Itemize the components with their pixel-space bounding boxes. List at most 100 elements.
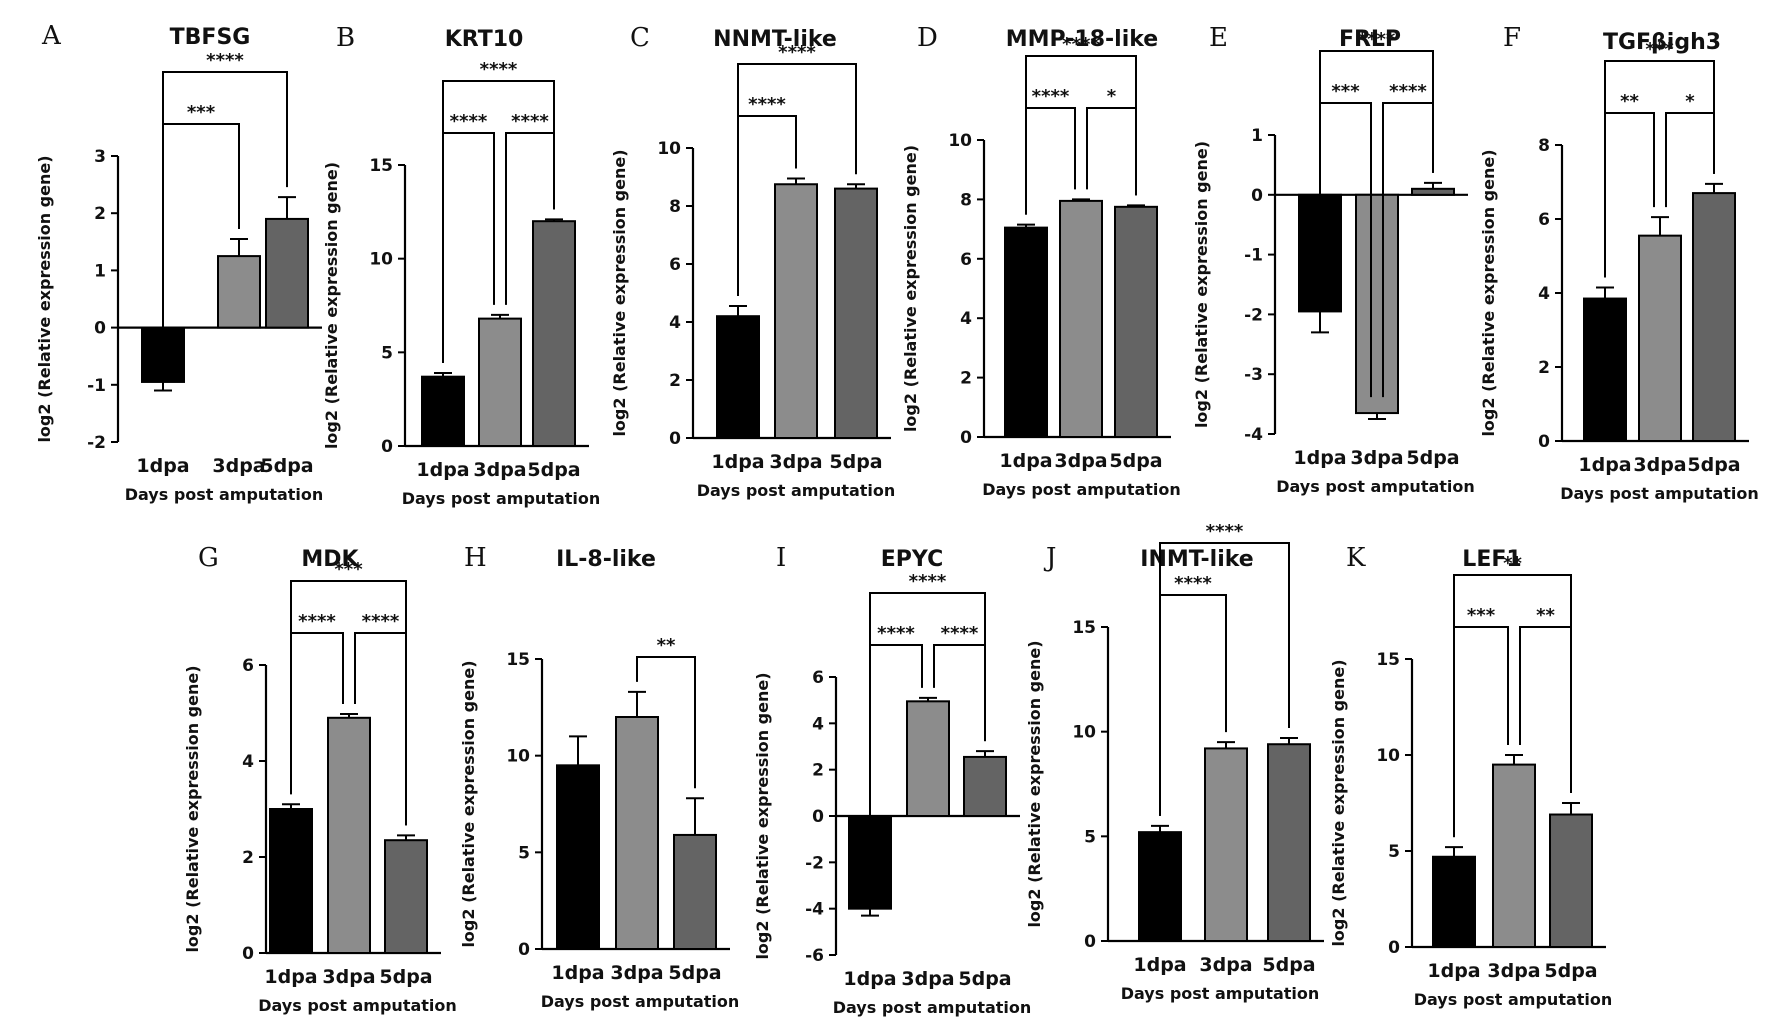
y-axis-title: log2 (Relative expression gene) <box>459 660 478 947</box>
bar-5dpa <box>834 187 878 439</box>
panel-letter: G <box>198 543 219 573</box>
panel-letter: K <box>1346 543 1366 573</box>
y-tick-label: 8 <box>960 190 972 210</box>
x-axis-title: Days post amputation <box>1414 990 1613 1009</box>
x-tick-label: 1dpa <box>711 451 764 473</box>
panel-title: KRT10 <box>445 27 524 52</box>
significance-label: **** <box>298 611 336 632</box>
bar-5dpa <box>1411 187 1455 196</box>
y-axis-title: log2 (Relative expression gene) <box>35 155 54 442</box>
y-tick-label: 10 <box>369 250 393 270</box>
x-tick-label: 3dpa <box>1054 450 1107 472</box>
y-tick-label: 0 <box>381 437 393 457</box>
y-axis-title: log2 (Relative expression gene) <box>1479 149 1498 436</box>
significance-bracket <box>1319 50 1434 281</box>
y-axis-title: log2 (Relative expression gene) <box>610 149 629 436</box>
bar-3dpa <box>1638 234 1682 442</box>
x-axis-title: Days post amputation <box>1560 484 1759 503</box>
y-tick-label: 10 <box>506 747 530 767</box>
y-tick-label: 2 <box>669 371 681 391</box>
significance-label: **** <box>1062 34 1100 55</box>
x-tick-label: 1dpa <box>1293 447 1346 469</box>
x-axis-title: Days post amputation <box>833 998 1032 1017</box>
significance-label: *** <box>334 559 363 580</box>
y-tick-label: 15 <box>506 650 530 670</box>
bar-5dpa <box>963 755 1007 817</box>
y-tick-label: 0 <box>518 940 530 960</box>
bar-1dpa <box>421 375 465 448</box>
panel-letter: A <box>41 21 62 51</box>
bar-5dpa <box>1549 813 1593 949</box>
x-tick-label: 5dpa <box>379 966 432 988</box>
x-tick-label: 1dpa <box>136 455 189 477</box>
y-tick-label: 6 <box>812 668 824 688</box>
x-tick-label: 5dpa <box>260 455 313 477</box>
bar-3dpa <box>906 700 950 818</box>
panel-title: MMP-18-like <box>1006 27 1158 52</box>
panel-letter: I <box>776 543 786 573</box>
y-axis-title: log2 (Relative expression gene) <box>322 162 341 449</box>
y-tick-label: 15 <box>1072 618 1096 638</box>
y-tick-label: 6 <box>960 250 972 270</box>
bar-5dpa <box>673 833 717 951</box>
x-tick-label: 5dpa <box>1687 454 1740 476</box>
y-tick-label: 3 <box>94 147 106 167</box>
x-axis-title: Days post amputation <box>541 992 740 1011</box>
panel-letter: C <box>630 23 650 53</box>
significance-label: ** <box>1536 605 1555 626</box>
significance-label: **** <box>480 59 518 80</box>
y-tick-label: 10 <box>1072 723 1096 743</box>
bar-3dpa <box>1204 747 1248 942</box>
bar-1dpa <box>269 808 313 954</box>
y-tick-label: -3 <box>1244 365 1263 385</box>
x-tick-label: 1dpa <box>264 966 317 988</box>
x-tick-label: 3dpa <box>473 459 526 481</box>
panel-letter: F <box>1503 23 1521 53</box>
panel-b: B KRT10 0 5 10 15 1dpa 3dpa 5dpa Days post amputa… <box>322 23 600 508</box>
y-tick-label: -1 <box>87 376 106 396</box>
panel-title: LEF1 <box>1462 547 1521 572</box>
significance-label: **** <box>778 42 816 63</box>
bar-5dpa <box>532 220 576 447</box>
significance-label: **** <box>877 623 915 644</box>
y-tick-label: -6 <box>805 946 824 966</box>
y-tick-label: 2 <box>94 204 106 224</box>
y-tick-label: 10 <box>948 131 972 151</box>
x-axis-title: Days post amputation <box>402 489 601 508</box>
bar-1dpa <box>1583 297 1627 442</box>
panel-j: J INMT-like 0 5 10 15 1dpa 3dpa 5dpa Days post am… <box>1025 521 1324 1003</box>
y-tick-label: 5 <box>518 843 530 863</box>
significance-label: **** <box>511 111 549 132</box>
bar-5dpa <box>1114 205 1158 438</box>
y-tick-label: 4 <box>960 309 972 329</box>
x-tick-label: 1dpa <box>999 450 1052 472</box>
significance-label: **** <box>1389 81 1427 102</box>
y-axis-title: log2 (Relative expression gene) <box>1329 659 1348 946</box>
significance-label: * <box>1107 86 1117 107</box>
significance-label: ** <box>657 635 676 656</box>
x-tick-label: 5dpa <box>958 968 1011 990</box>
y-tick-label: 5 <box>1388 842 1400 862</box>
y-tick-label: 0 <box>960 428 972 448</box>
x-tick-label: 5dpa <box>527 459 580 481</box>
bar-3dpa <box>1059 199 1103 438</box>
panel-title: MDK <box>301 547 359 572</box>
significance-label: **** <box>1206 521 1244 542</box>
significance-bracket <box>1159 542 1290 816</box>
panel-letter: J <box>1043 543 1056 573</box>
significance-label: **** <box>1174 573 1212 594</box>
significance-bracket <box>1604 60 1715 278</box>
y-tick-label: -4 <box>1244 425 1263 445</box>
x-tick-label: 5dpa <box>1109 450 1162 472</box>
y-tick-label: 2 <box>242 848 254 868</box>
x-tick-label: 3dpa <box>1199 954 1252 976</box>
y-tick-label: -1 <box>1244 246 1263 266</box>
y-tick-label: 5 <box>381 343 393 363</box>
significance-bracket <box>1025 107 1076 215</box>
panel-letter: E <box>1209 23 1228 53</box>
bar-3dpa <box>1355 193 1399 415</box>
x-tick-label: 3dpa <box>769 451 822 473</box>
y-tick-label: 0 <box>1251 186 1263 206</box>
y-tick-label: 0 <box>1084 932 1096 952</box>
